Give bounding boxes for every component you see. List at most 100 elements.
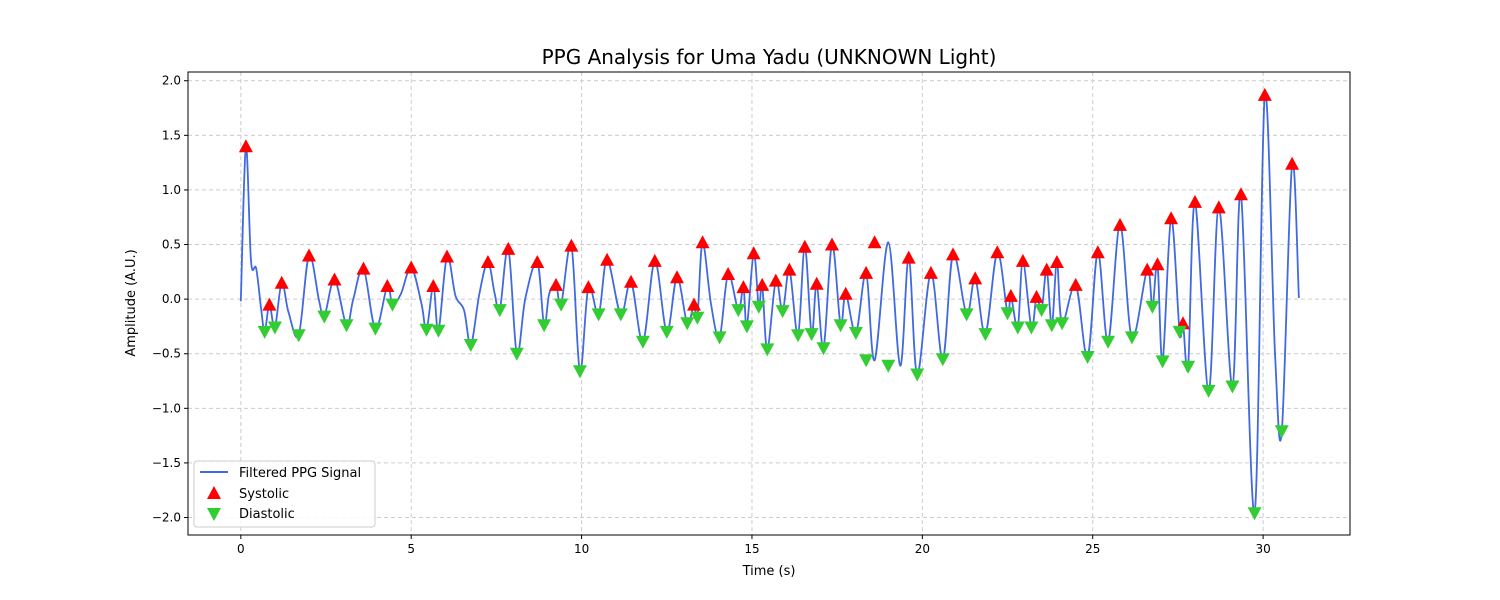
diastolic-marker (572, 365, 587, 379)
y-tick-label: −0.5 (152, 347, 181, 361)
diastolic-marker (1101, 335, 1116, 349)
diastolic-marker (739, 320, 754, 334)
diastolic-marker (257, 325, 272, 339)
diastolic-marker (1010, 321, 1025, 335)
y-tick-label: 2.0 (162, 74, 181, 88)
x-tick-label: 10 (574, 542, 589, 556)
systolic-marker (274, 275, 289, 289)
diastolic-marker (959, 308, 974, 322)
systolic-marker (1029, 289, 1044, 303)
systolic-marker (1049, 255, 1064, 268)
systolic-marker (549, 277, 563, 291)
diastolic-marker (1124, 331, 1139, 345)
y-tick-label: 1.0 (162, 183, 181, 197)
systolic-marker (825, 237, 839, 251)
diastolic-marker (978, 328, 993, 342)
legend-label-systolic: Systolic (239, 487, 289, 502)
diastolic-marker (848, 327, 863, 340)
y-tick-label: −1.0 (152, 401, 181, 415)
systolic-marker (687, 297, 701, 311)
y-tick-label: −2.0 (152, 511, 181, 525)
systolic-marker (859, 265, 874, 279)
diastolic-marker (1034, 304, 1049, 318)
diastolic-marker (317, 310, 332, 324)
systolic-marker (581, 280, 596, 294)
systolic-marker (1003, 288, 1018, 302)
systolic-marker (327, 272, 342, 286)
x-tick-label: 5 (407, 542, 415, 556)
systolic-marker (736, 280, 751, 294)
systolic-marker (1164, 211, 1179, 225)
systolic-marker (440, 249, 454, 263)
systolic-marker (901, 250, 916, 264)
x-tick-label: 15 (744, 542, 759, 556)
systolic-marker (867, 235, 882, 249)
diastolic-marker (1201, 384, 1216, 398)
systolic-marker (746, 246, 761, 260)
x-tick-label: 20 (915, 542, 930, 556)
y-tick-label: 0.0 (162, 292, 181, 306)
systolic-marker (624, 274, 638, 288)
systolic-marker (968, 271, 983, 285)
systolic-marker (1257, 87, 1272, 101)
systolic-marker (1234, 187, 1248, 201)
diastolic-marker (775, 305, 790, 319)
diastolic-marker (910, 368, 925, 382)
systolic-marker (1068, 277, 1083, 291)
systolic-marker (1015, 253, 1030, 267)
diastolic-marker (267, 321, 282, 335)
systolic-marker (923, 265, 938, 279)
y-axis-label: Amplitude (A.U.) (124, 249, 139, 356)
x-tick-label: 0 (237, 542, 245, 556)
x-tick-label: 30 (1255, 542, 1270, 556)
systolic-marker (809, 276, 824, 290)
diastolic-marker (1225, 380, 1240, 394)
systolic-marker (600, 252, 615, 266)
systolic-marker (721, 267, 736, 280)
legend: Filtered PPG Signal Systolic Diastolic (193, 460, 376, 528)
systolic-marker (1211, 200, 1226, 214)
diastolic-marker (385, 298, 400, 312)
systolic-marker (782, 262, 797, 276)
diastolic-marker (881, 359, 896, 373)
systolic-marker (426, 279, 441, 292)
systolic-marker (1113, 217, 1127, 231)
diastolic-marker (492, 304, 507, 318)
diastolic-marker (1274, 425, 1289, 439)
systolic-marker (501, 241, 516, 255)
systolic-marker (1188, 194, 1202, 208)
legend-label-diastolic: Diastolic (239, 507, 295, 522)
diastolic-marker (591, 308, 606, 322)
diastolic-marker (859, 354, 874, 368)
systolic-marker (302, 248, 316, 262)
axes-frame (187, 71, 1351, 536)
systolic-marker (838, 286, 853, 300)
y-tick-label: 1.5 (162, 128, 181, 142)
diastolic-marker (635, 335, 650, 349)
legend-label-signal: Filtered PPG Signal (239, 466, 361, 481)
diastolic-marker (537, 319, 552, 333)
legend-box (193, 460, 376, 528)
systolic-marker (356, 261, 371, 275)
systolic-marker (647, 253, 662, 267)
systolic-marker (1285, 156, 1300, 170)
diastolic-marker (431, 324, 446, 338)
diastolic-marker (1145, 300, 1160, 314)
diastolic-marker (419, 323, 434, 337)
diastolic-marker (680, 317, 695, 331)
legend-systolic-marker (207, 486, 221, 499)
systolic-marker (530, 255, 545, 268)
data-series (238, 87, 1300, 521)
systolic-marker (768, 273, 783, 287)
diastolic-marker (1000, 307, 1015, 321)
diastolic-marker (712, 331, 727, 345)
diastolic-marker (690, 311, 705, 325)
chart-title: PPG Analysis for Uma Yadu (UNKNOWN Light… (542, 45, 997, 69)
diastolic-marker (816, 342, 831, 356)
y-tick-label: 0.5 (162, 238, 181, 252)
systolic-marker (262, 297, 277, 311)
systolic-marker (946, 247, 960, 261)
diastolic-marker (1044, 319, 1059, 333)
x-tick-label: 25 (1085, 542, 1100, 556)
